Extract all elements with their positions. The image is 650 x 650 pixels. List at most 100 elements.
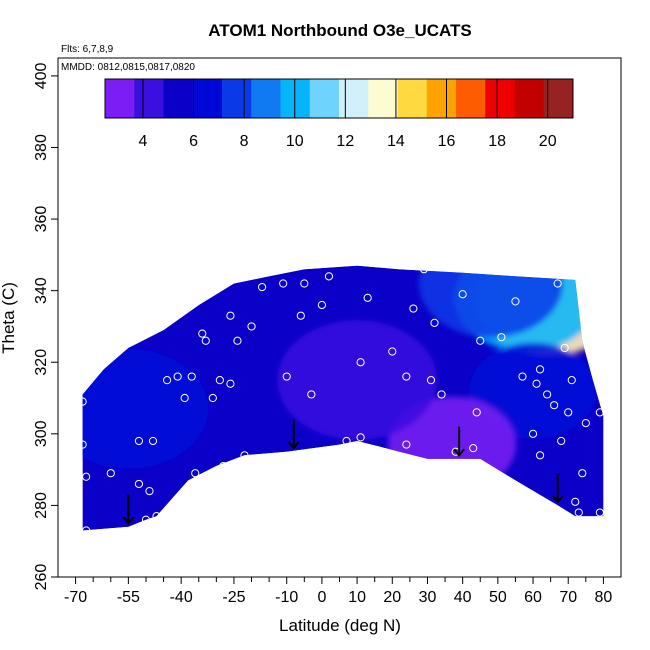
colorbar-segment: [514, 79, 545, 118]
observation-point: [588, 358, 597, 367]
colorbar-tick-label: 20: [539, 133, 557, 150]
x-tick-label: 0: [317, 589, 326, 606]
observation-point: [388, 347, 397, 356]
colorbar-frame: [104, 78, 574, 119]
colorbar-segment: [105, 79, 135, 118]
colorbar-tick-label: 18: [488, 133, 506, 150]
flights-label: Flts: 6,7,8,9: [61, 44, 114, 55]
observation-point: [191, 469, 200, 478]
colorbar-segment: [368, 79, 398, 118]
observation-point: [543, 390, 552, 399]
observation-point: [532, 379, 541, 388]
y-axis-label: Theta (C): [0, 282, 18, 354]
observation-point: [535, 365, 545, 374]
observation-point: [187, 372, 196, 381]
y-axis: 260 280 300 320 340 360 380 400: [33, 62, 58, 590]
sounding-arrows: [122, 419, 564, 525]
observation-point: [78, 397, 87, 406]
x-tick-label: -70: [64, 589, 87, 606]
observation-point: [419, 265, 429, 274]
plot-area: [78, 257, 604, 539]
observation-point: [215, 376, 224, 385]
observation-point: [282, 372, 291, 381]
observation-point: [553, 279, 562, 288]
observation-point: [247, 322, 256, 331]
colorbar-tick-label: 4: [138, 133, 147, 150]
observation-point: [476, 336, 485, 345]
x-tick-label: 60: [524, 589, 542, 606]
observation-point: [141, 515, 151, 524]
observation-markers: [78, 257, 604, 539]
colorbar-segment: [426, 79, 457, 118]
observation-point: [402, 372, 411, 381]
y-tick-label: 260: [33, 564, 50, 591]
observation-point: [148, 436, 158, 446]
o3-field-feature: [418, 265, 563, 338]
observation-point: [240, 451, 249, 460]
observation-point: [226, 311, 235, 320]
observation-point: [409, 304, 418, 313]
sounding-arrow: [453, 426, 465, 457]
observation-point: [219, 461, 228, 471]
colorbar-segment: [280, 79, 311, 118]
observation-point: [198, 329, 207, 338]
x-tick-label: 50: [489, 589, 507, 606]
observation-point: [106, 469, 115, 478]
dates-label: MMDD: 0812,0815,0817,0820: [61, 62, 195, 73]
observation-point: [578, 469, 587, 478]
x-tick-label: -40: [170, 589, 193, 606]
observation-point: [279, 279, 288, 288]
observation-point: [564, 408, 573, 417]
observation-point: [518, 372, 527, 381]
colorbar-segment: [251, 79, 281, 118]
observation-point: [528, 429, 538, 438]
observation-point: [363, 293, 372, 302]
x-tick-label: 10: [348, 589, 366, 606]
y-tick-label: 300: [33, 420, 50, 447]
observation-point: [152, 512, 161, 521]
observation-point: [162, 376, 172, 385]
observation-point: [469, 444, 478, 453]
observation-point: [317, 300, 327, 310]
colorbar-tick-label: 6: [189, 133, 198, 150]
colorbar-segment: [543, 79, 574, 118]
observation-point: [300, 279, 309, 288]
observation-point: [595, 408, 604, 417]
observation-point: [201, 336, 210, 345]
sounding-arrow: [551, 473, 564, 504]
observation-point: [430, 318, 439, 327]
x-tick-label: -10: [275, 589, 298, 606]
observation-point: [134, 436, 144, 446]
x-tick-label: 30: [419, 589, 437, 606]
observation-point: [472, 408, 481, 417]
observation-point: [78, 440, 87, 449]
colorbar-segment: [163, 79, 194, 118]
colorbar-tick-label: 10: [286, 133, 304, 150]
observation-point: [173, 372, 182, 381]
observation-point: [208, 393, 217, 403]
x-tick-label: 70: [559, 589, 577, 606]
y-tick-label: 280: [33, 492, 50, 519]
colorbar: 4 6 8 10 12 14 16 18 20: [104, 78, 574, 150]
x-tick-label: -25: [222, 589, 245, 606]
observation-point: [356, 358, 365, 367]
observation-point: [567, 376, 576, 385]
x-tick-label: 40: [454, 589, 472, 606]
y-tick-label: 320: [33, 349, 50, 376]
observation-point: [257, 282, 267, 292]
observation-point: [595, 508, 604, 517]
colorbar-segment: [192, 79, 223, 118]
observation-point: [307, 390, 316, 399]
observation-point: [402, 440, 411, 449]
observation-point: [535, 451, 545, 460]
colorbar-tick-label: 12: [336, 133, 354, 150]
observation-point: [134, 479, 144, 489]
observation-point: [426, 376, 436, 385]
o3-field-feature: [277, 320, 438, 441]
observation-point: [342, 436, 351, 446]
observation-point: [370, 257, 379, 267]
colorbar-segment: [456, 79, 486, 118]
colorbar-tick-label: 8: [240, 133, 249, 150]
observation-point: [110, 529, 119, 539]
